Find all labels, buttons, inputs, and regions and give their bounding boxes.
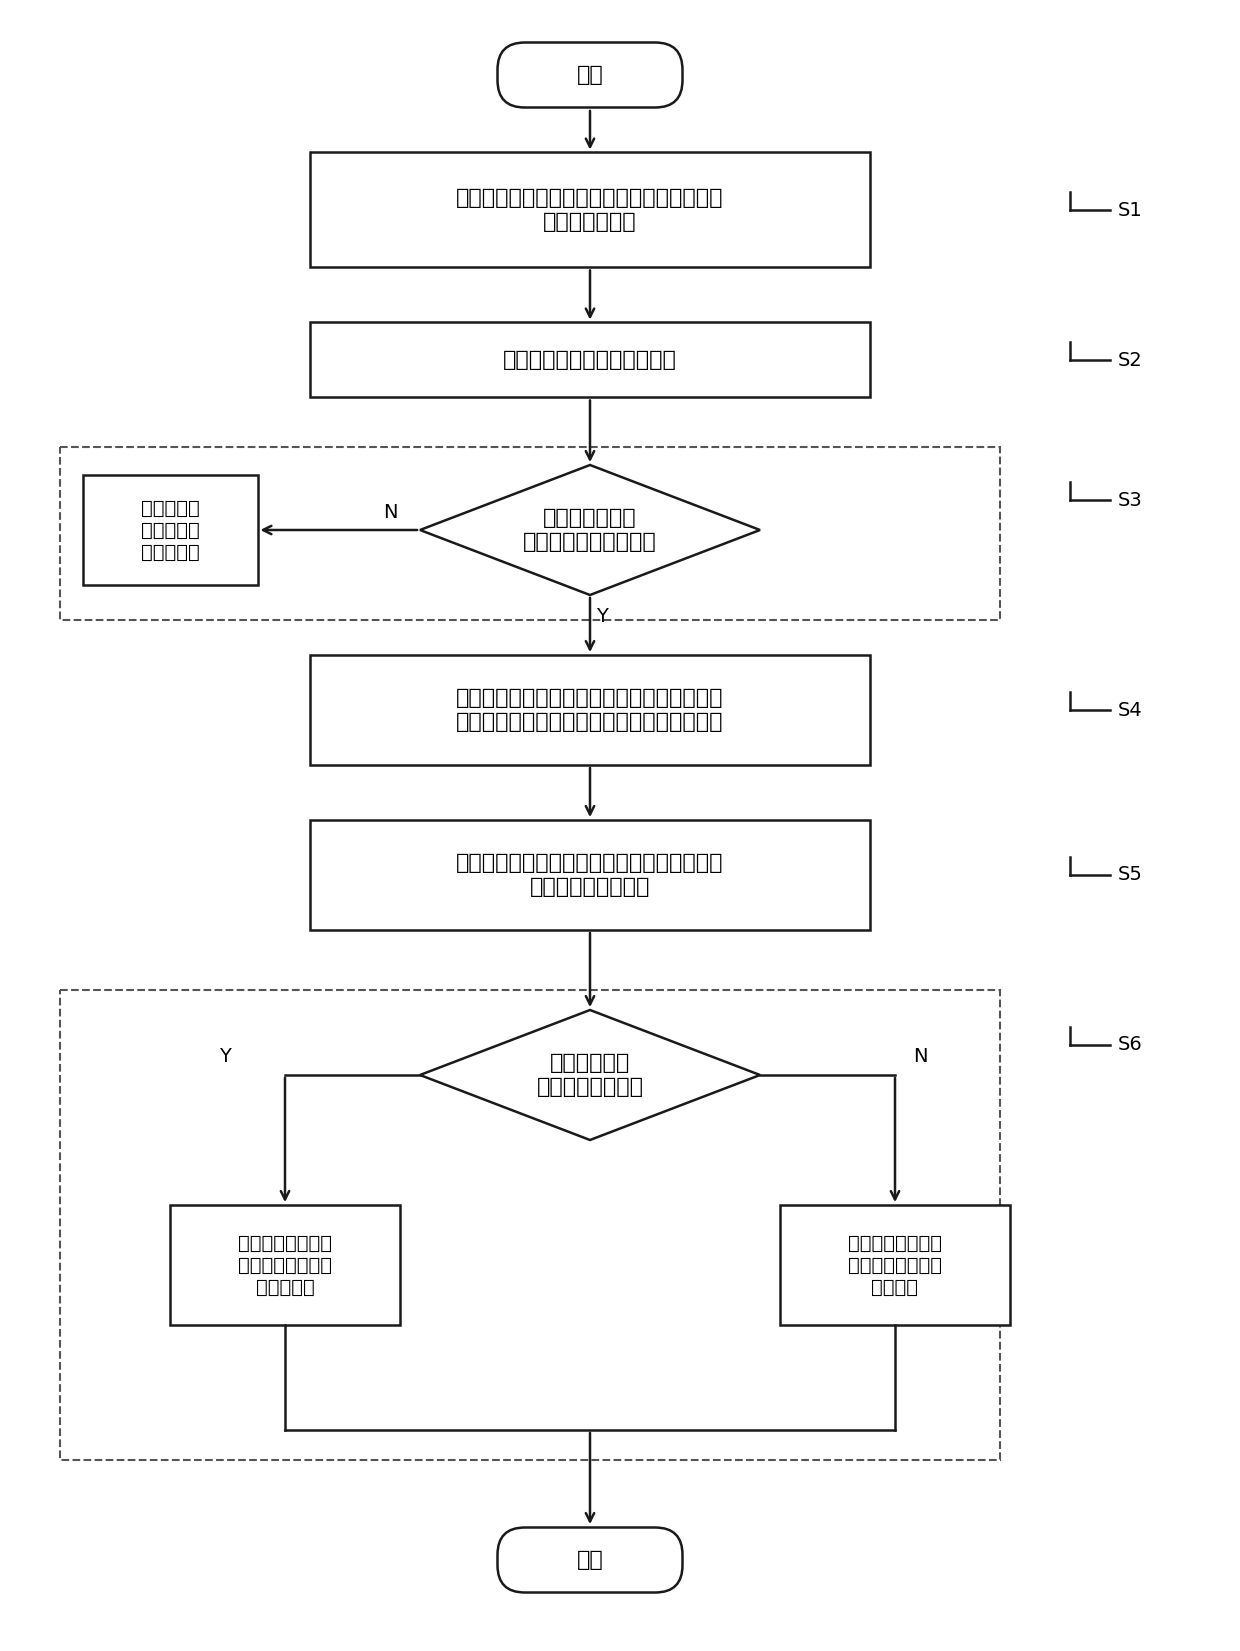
Bar [780,1205,1011,1326]
Bar [310,821,870,930]
Text: 结束: 结束 [577,1550,604,1570]
Text: N: N [383,502,397,522]
Polygon shape [420,466,760,594]
Bar [60,991,999,1459]
Text: 根据故障类型找到故障极，采集故障极的电流
信号，计算峭度因子: 根据故障类型找到故障极，采集故障极的电流 信号，计算峭度因子 [456,854,724,896]
Text: 采集多端直流输电线路在故障点的直流断路器
处的正负极电流: 采集多端直流输电线路在故障点的直流断路器 处的正负极电流 [456,188,724,231]
Text: N: N [913,1047,928,1067]
Text: 该线路发生故障，
该线路的直流断路
器触发动作: 该线路发生故障， 该线路的直流断路 器触发动作 [238,1233,332,1296]
Bar [310,655,870,764]
Bar [83,475,258,584]
Text: 未发生故障
，该直流断
路器不动作: 未发生故障 ，该直流断 路器不动作 [140,499,200,561]
Text: 所有传递熵跌落
是否都大于传递熵判据: 所有传递熵跌落 是否都大于传递熵判据 [523,509,657,551]
Text: S1: S1 [1118,200,1143,220]
Text: S2: S2 [1118,350,1143,370]
Text: S6: S6 [1118,1035,1143,1055]
Text: Y: Y [596,608,608,626]
Bar [60,447,999,621]
FancyBboxPatch shape [497,43,682,107]
Text: 该线路未发生故障
，该线路的直流断
路器闭锁: 该线路未发生故障 ，该线路的直流断 路器闭锁 [848,1233,942,1296]
Text: Y: Y [219,1047,231,1067]
Text: 峭度因子是否
大于峭度因子判据: 峭度因子是否 大于峭度因子判据 [537,1053,644,1096]
Polygon shape [420,1010,760,1139]
Text: S4: S4 [1118,700,1143,720]
Text: 计算正负极电流的传递熵跌落: 计算正负极电流的传递熵跌落 [503,350,677,370]
Text: 开始: 开始 [577,64,604,84]
Bar [310,152,870,267]
Bar [310,322,870,398]
Text: 使用电流解耦算出零模电流，并根据零模电流
和故障选极判据进行故障判断，得到故障类型: 使用电流解耦算出零模电流，并根据零模电流 和故障选极判据进行故障判断，得到故障类… [456,688,724,731]
Text: S5: S5 [1118,865,1143,885]
Text: S3: S3 [1118,490,1143,510]
Bar [170,1205,401,1326]
FancyBboxPatch shape [497,1527,682,1593]
